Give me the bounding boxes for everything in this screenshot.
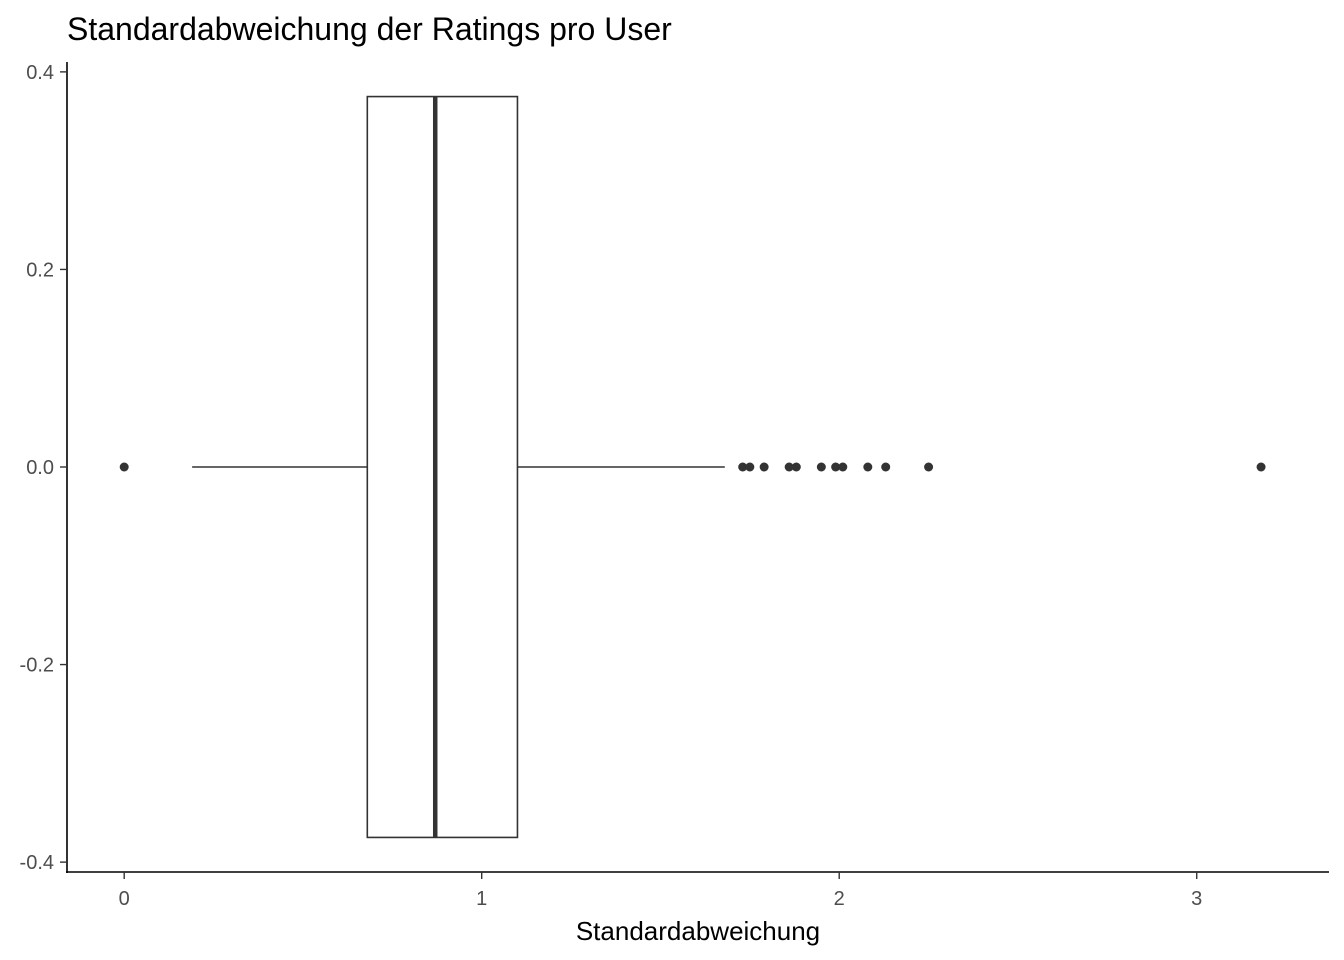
outlier-point <box>1256 462 1266 472</box>
y-tick-label: -0.2 <box>20 655 54 677</box>
x-tick-label: 3 <box>1191 888 1202 910</box>
x-tick-label: 2 <box>834 888 845 910</box>
outlier-point <box>119 462 129 472</box>
plot-area <box>119 95 1266 839</box>
outlier-point <box>738 462 748 472</box>
outlier-point <box>745 462 755 472</box>
y-tick-label: 0.0 <box>26 457 54 479</box>
outlier-point <box>791 462 801 472</box>
x-tick-label: 1 <box>476 888 487 910</box>
y-tick-label: 0.4 <box>26 62 54 84</box>
y-axis-ticks: 0.4 0.2 0.0 -0.2 -0.4 <box>20 62 67 874</box>
x-axis-title: Standardabweichung <box>576 916 820 946</box>
outlier-point <box>924 462 934 472</box>
outlier-point <box>784 462 794 472</box>
outlier-point <box>759 462 769 472</box>
x-tick-label: 0 <box>119 888 130 910</box>
box-iqr <box>366 95 519 839</box>
outlier-point <box>816 462 826 472</box>
x-axis-ticks: 0 1 2 3 <box>119 872 1202 910</box>
outlier-point <box>838 462 848 472</box>
outlier-point <box>831 462 841 472</box>
y-tick-label: -0.4 <box>20 852 54 874</box>
outlier-point <box>881 462 891 472</box>
outlier-point <box>863 462 873 472</box>
chart-title: Standardabweichung der Ratings pro User <box>67 11 672 47</box>
y-tick-label: 0.2 <box>26 259 54 281</box>
